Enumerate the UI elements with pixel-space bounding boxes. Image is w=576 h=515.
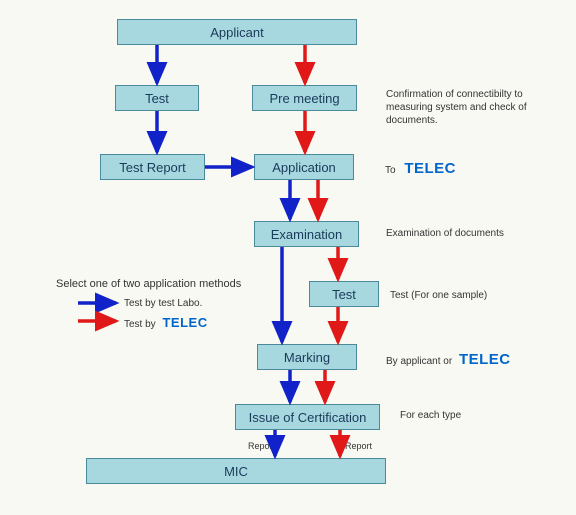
telec-logo-3: TELEC [162, 315, 207, 330]
legend-red-text: Test by [124, 319, 156, 330]
node-applicant: Applicant [117, 19, 357, 45]
node-test1: Test [115, 85, 199, 111]
note-examination: Examination of documents [386, 227, 504, 240]
node-mic: MIC [86, 458, 386, 484]
arrows-layer [0, 0, 576, 515]
label-report-left: Report [248, 441, 275, 453]
node-testreport: Test Report [100, 154, 205, 180]
note-premeeting: Confirmation of connectibilty to measuri… [386, 88, 556, 127]
telec-logo-2: TELEC [459, 351, 511, 368]
legend-red-label: Test by TELEC [124, 315, 208, 330]
note-marking-text: By applicant or [386, 356, 452, 367]
node-issue: Issue of Certification [235, 404, 380, 430]
node-premeeting: Pre meeting [252, 85, 357, 111]
note-application-to-text: To [385, 165, 396, 176]
note-issue: For each type [400, 409, 461, 422]
node-examination: Examination [254, 221, 359, 247]
label-report-right: Report [345, 441, 372, 453]
note-marking: By applicant or TELEC [386, 350, 511, 370]
note-application-to: To TELEC [385, 159, 456, 179]
legend-title: Select one of two application methods [56, 278, 241, 290]
node-test2: Test [309, 281, 379, 307]
node-marking: Marking [257, 344, 357, 370]
telec-logo-1: TELEC [404, 160, 456, 177]
legend-blue-label: Test by test Labo. [124, 298, 202, 309]
node-application: Application [254, 154, 354, 180]
note-test2: Test (For one sample) [390, 289, 487, 302]
